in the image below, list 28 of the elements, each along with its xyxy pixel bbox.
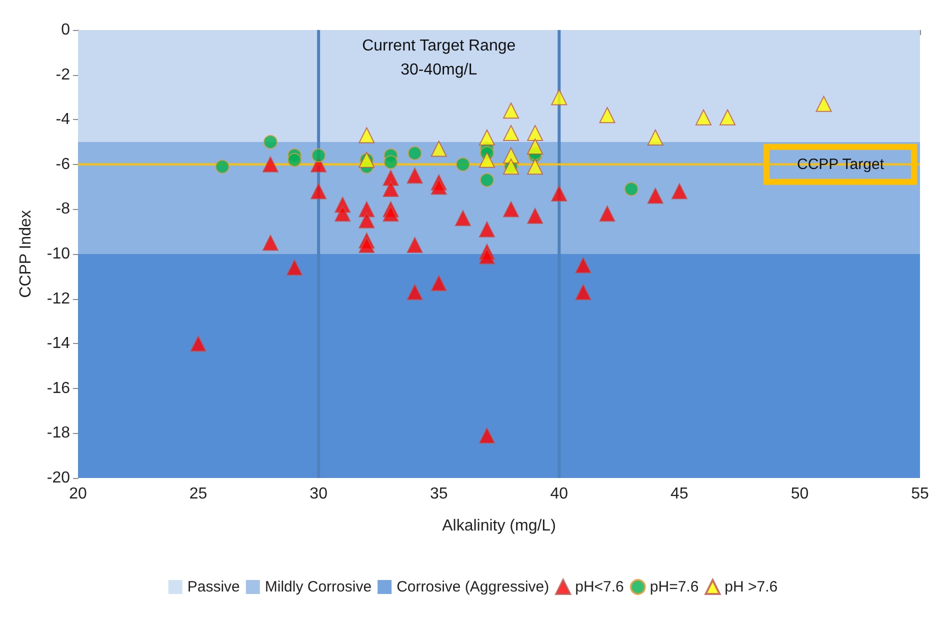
y-axis-title: CCPP Index	[18, 210, 34, 298]
y-tick-label: -20	[46, 470, 70, 486]
x-tick-label: 30	[310, 486, 328, 502]
x-tick-label: 55	[911, 486, 929, 502]
y-tick-label: -2	[56, 66, 70, 84]
x-tick-label: 40	[550, 486, 568, 502]
y-tick-label: -18	[46, 424, 70, 442]
legend-label: Mildly Corrosive	[264, 578, 372, 596]
x-tick-label: 25	[189, 486, 208, 502]
y-tick-label: -16	[46, 380, 70, 397]
y-tick-label: -8	[56, 200, 70, 218]
y-tick-label: -14	[46, 335, 70, 352]
y-tick-label: -6	[56, 156, 70, 173]
y-tick-label: -4	[56, 111, 70, 128]
y-tick-label: -10	[46, 246, 70, 262]
legend-label: pH >7.6	[724, 578, 778, 596]
legend-label: pH<7.6	[575, 578, 624, 596]
x-tick-label: 50	[790, 486, 809, 502]
y-tick-label: 0	[61, 22, 70, 38]
x-tick-label: 45	[670, 486, 688, 502]
legend-label: Passive	[187, 578, 240, 596]
x-axis-title: Alkalinity (mg/L)	[442, 518, 556, 534]
x-tick-label: 35	[430, 486, 448, 502]
legend-label: pH=7.6	[650, 578, 699, 596]
x-tick-label: 20	[69, 486, 87, 502]
legend-label: Corrosive (Aggressive)	[396, 578, 550, 596]
y-tick-label: -12	[46, 290, 70, 308]
annotation: Current Target Range 30-40mg/L	[362, 38, 516, 78]
